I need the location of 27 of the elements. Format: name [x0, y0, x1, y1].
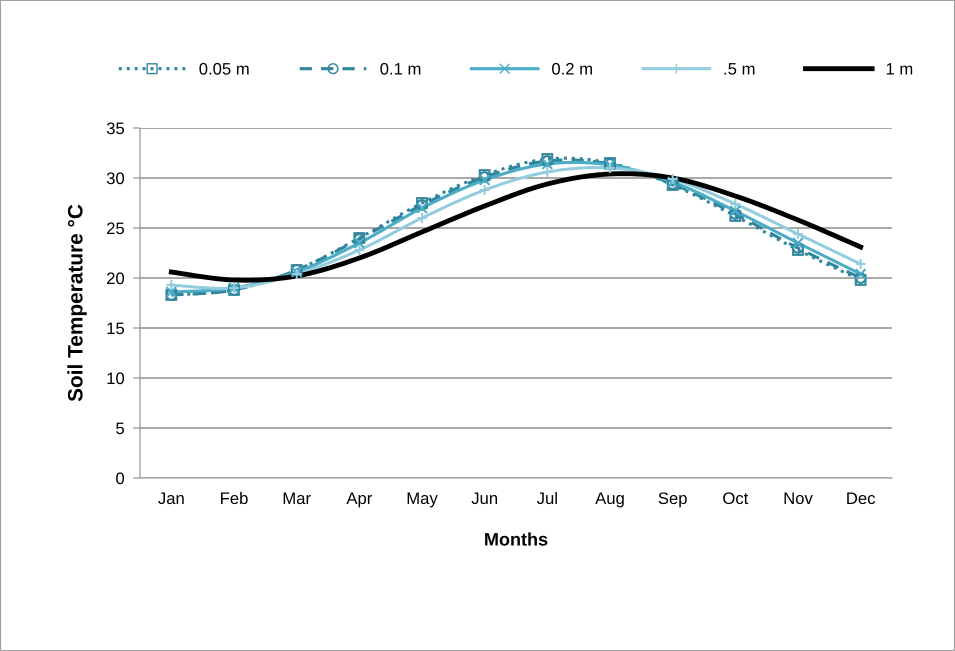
y-tick-label: 10 — [107, 372, 124, 384]
y-tick-label: 35 — [106, 122, 124, 134]
x-tick-label: Dec — [847, 492, 876, 504]
x-tick-label: Jul — [536, 492, 557, 504]
legend-label: 0.05 m — [199, 62, 249, 75]
x-tick-label: Aug — [595, 492, 624, 508]
x-tick-label: Oct — [723, 492, 748, 504]
y-axis-title: Soil Temperature °C — [67, 204, 87, 402]
legend-label: .5 m — [724, 63, 754, 75]
x-axis-title: Months — [485, 532, 548, 546]
x-tick-label: Mar — [284, 492, 311, 504]
y-tick-label: 20 — [107, 272, 124, 284]
x-tick-label: Jun — [471, 492, 498, 504]
y-tick-label: 30 — [106, 172, 124, 184]
legend-label: 0.2 m — [552, 62, 592, 75]
x-tick-label: Nov — [784, 492, 813, 504]
x-tick-label: Sep — [658, 492, 687, 508]
y-tick-label: 0 — [116, 472, 124, 484]
legend-label: 1 m — [886, 63, 912, 75]
legend-label: 0.1 m — [380, 62, 420, 75]
y-tick-label: 15 — [107, 322, 124, 334]
y-tick-label: 25 — [107, 222, 124, 234]
x-tick-label: Feb — [221, 492, 248, 504]
x-tick-label: Jan — [158, 492, 184, 504]
y-tick-label: 5 — [116, 422, 124, 434]
x-tick-label: May — [408, 492, 438, 508]
x-tick-label: Apr — [346, 492, 372, 508]
